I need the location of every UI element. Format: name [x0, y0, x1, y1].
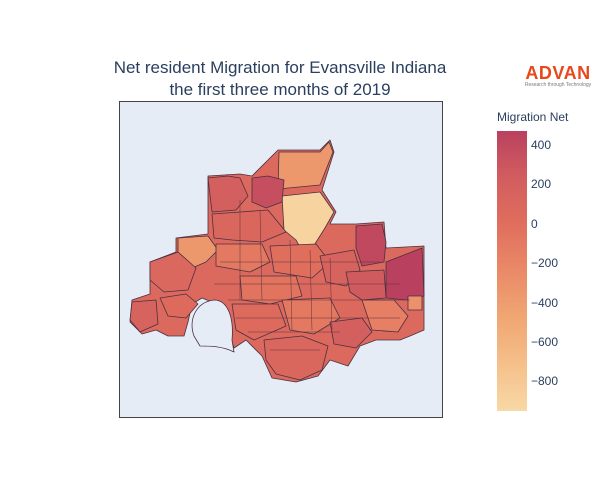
map-region-south-c[interactable]	[263, 335, 329, 381]
tract-boundary	[309, 249, 313, 331]
map-region-east-small-orange[interactable]	[407, 295, 423, 311]
logo-text: ADVAN	[525, 63, 591, 83]
tract-boundary	[289, 239, 293, 331]
map-region-east-mid[interactable]	[345, 269, 387, 301]
colorbar-tick-label: 200	[531, 177, 552, 192]
title-line-2: the first three months of 2019	[169, 80, 391, 99]
colorbar-tick-label: −600	[531, 334, 559, 349]
map-region-south-a[interactable]	[231, 303, 287, 341]
map-region-far-west[interactable]	[129, 299, 159, 333]
river-bend	[191, 299, 235, 353]
title-line-1: Net resident Migration for Evansville In…	[113, 58, 447, 77]
map-region-south-b[interactable]	[281, 297, 341, 335]
tract-boundary	[259, 209, 263, 301]
colorbar-tick-label: −800	[531, 374, 559, 389]
map-region-north-mid[interactable]	[211, 209, 287, 243]
advan-logo: ADVAN Research through Technology	[522, 64, 594, 89]
colorbar	[497, 131, 527, 411]
map-region-north-left-b[interactable]	[251, 175, 285, 209]
map-region-center-b[interactable]	[269, 243, 331, 279]
colorbar-tick-label: −400	[531, 295, 559, 310]
logo-tagline: Research through Technology	[524, 82, 592, 88]
colorbar-title: Migration Net	[497, 110, 569, 124]
chart-title: Net resident Migration for Evansville In…	[60, 57, 500, 101]
map-region-north-left-a[interactable]	[207, 175, 249, 213]
colorbar-tick-label: 0	[531, 216, 538, 231]
map-region-northeast-dark[interactable]	[355, 223, 387, 267]
map-region-west-south[interactable]	[159, 293, 199, 319]
colorbar-tick-label: −200	[531, 256, 559, 271]
map-region-west-low[interactable]	[149, 251, 197, 293]
map-region-center-a[interactable]	[215, 243, 271, 273]
colorbar-tick-label: 400	[531, 137, 552, 152]
map-region-southeast-a[interactable]	[329, 317, 373, 349]
